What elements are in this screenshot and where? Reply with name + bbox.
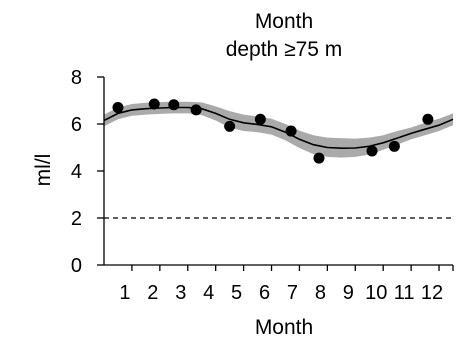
y-tick-label: 8 [71,67,82,89]
x-tick-label: 11 [394,282,415,304]
x-tick-label: 3 [175,282,186,304]
x-tick-label: 1 [119,282,130,304]
data-point [254,113,266,125]
x-axis-label: Month [255,316,313,339]
data-point [366,145,378,157]
data-point [388,140,400,152]
chart-subtitle: depth ≥75 m [226,38,343,61]
y-tick-label: 0 [71,255,82,277]
y-axis-label: ml/l [32,154,55,187]
x-tick-label: 2 [147,282,158,304]
chart-title: Month [255,10,313,33]
x-tick-label: 9 [343,282,354,304]
data-point [313,152,325,164]
y-tick-label: 2 [71,208,82,230]
data-point [148,98,160,110]
fit-line [103,106,454,150]
x-tick-label: 5 [231,282,242,304]
data-point [285,125,297,137]
x-tick-label: 7 [287,282,298,304]
data-point [112,102,124,114]
x-tick-label: 8 [315,282,326,304]
data-point [168,99,180,111]
y-tick-label: 6 [71,114,82,136]
x-tick-label: 4 [203,282,214,304]
data-point [422,113,434,125]
x-tick-label: 6 [259,282,270,304]
x-tick-label: 10 [365,282,387,304]
data-point [190,104,202,116]
x-tick-label: 12 [421,282,443,304]
data-point [224,120,236,132]
y-tick-label: 4 [71,161,82,183]
